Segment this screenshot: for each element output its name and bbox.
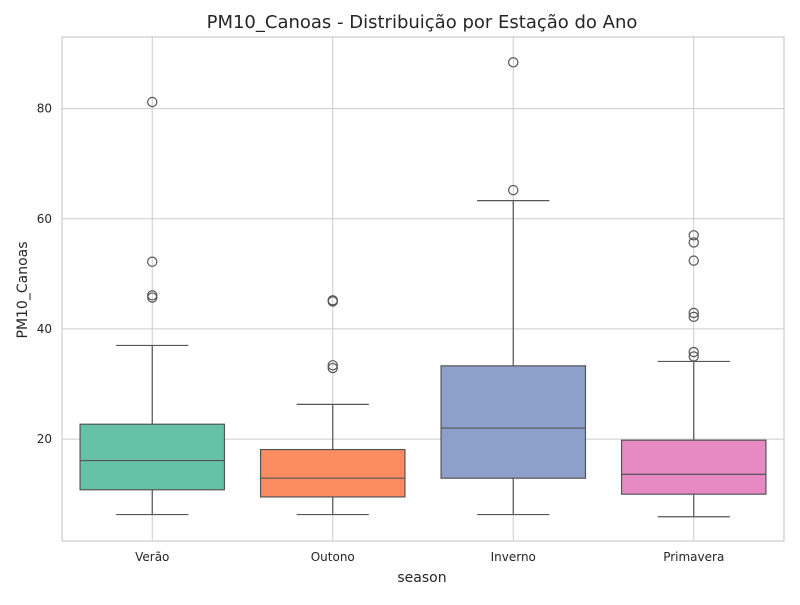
box xyxy=(79,423,226,491)
y-tick-label-60: 60 xyxy=(37,212,52,226)
gridlines xyxy=(62,37,784,541)
outlier-point xyxy=(147,96,158,108)
outlier-point xyxy=(688,346,699,358)
outlier-point xyxy=(508,57,519,68)
boxes xyxy=(79,57,767,518)
x-axis-label: season xyxy=(397,570,446,586)
y-axis-label: PM10_Canoas xyxy=(15,241,31,338)
y-tick-label-40: 40 xyxy=(37,322,52,336)
outlier-point xyxy=(688,351,699,362)
x-tick-label-1: Outono xyxy=(311,550,355,564)
box-group-0 xyxy=(79,96,226,516)
outlier-point xyxy=(688,255,699,266)
outlier-point xyxy=(508,184,519,196)
x-tick-label-3: Primavera xyxy=(663,550,724,564)
outlier-point xyxy=(688,230,699,241)
outlier-point xyxy=(147,256,158,267)
tick-labels: 20 40 60 80 Verão Outono Inverno Primavera xyxy=(37,102,725,564)
box-group-1 xyxy=(259,295,406,516)
box xyxy=(259,448,406,498)
box xyxy=(440,365,587,479)
box xyxy=(620,439,767,495)
outlier-point xyxy=(688,307,699,319)
outlier-point xyxy=(688,311,699,323)
plot-frame xyxy=(61,36,785,542)
y-tick-label-20: 20 xyxy=(37,432,52,446)
outlier-point xyxy=(327,360,338,371)
x-tick-label-0: Verão xyxy=(135,550,169,564)
outlier-point xyxy=(147,292,158,303)
box-group-2 xyxy=(440,57,587,516)
chart-title: PM10_Canoas - Distribuição por Estação d… xyxy=(207,12,638,33)
box-group-3 xyxy=(620,230,767,518)
y-tick-label-80: 80 xyxy=(37,102,52,116)
outlier-point xyxy=(688,237,699,248)
outlier-point xyxy=(327,362,338,374)
x-tick-label-2: Inverno xyxy=(491,550,536,564)
outlier-point xyxy=(327,296,338,307)
